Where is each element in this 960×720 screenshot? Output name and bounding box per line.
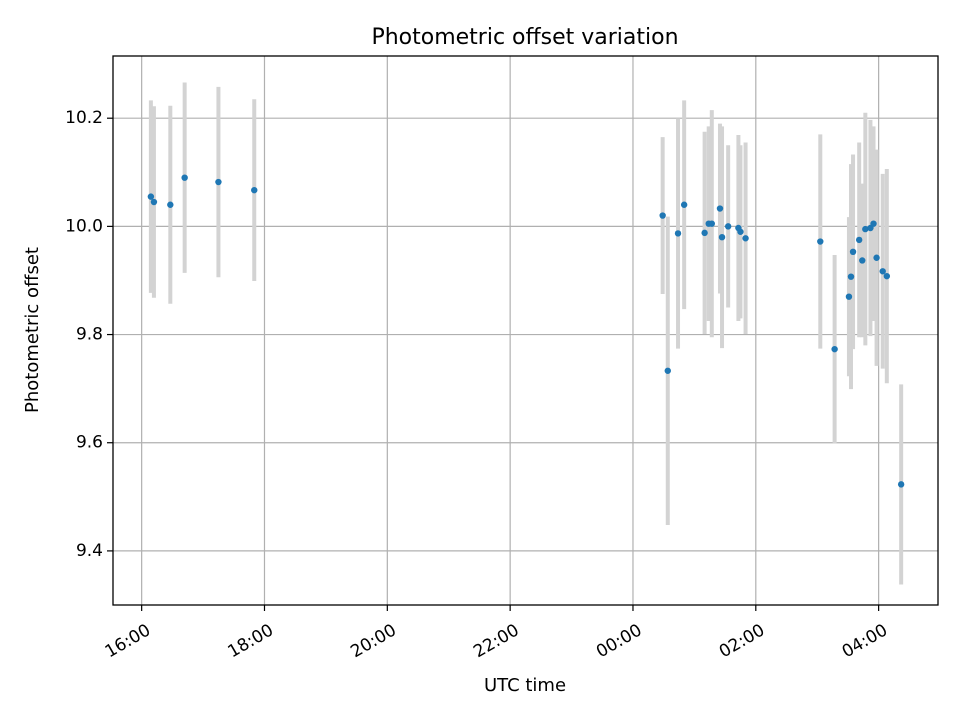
data-point bbox=[897, 481, 905, 488]
data-point bbox=[708, 220, 715, 227]
data-point bbox=[215, 178, 222, 186]
x-axis-label: UTC time bbox=[484, 675, 566, 696]
data-point bbox=[701, 229, 708, 237]
data-point bbox=[742, 235, 749, 242]
data-point bbox=[659, 212, 666, 219]
data-point bbox=[817, 238, 824, 245]
y-tick-label: 10.0 bbox=[65, 216, 103, 236]
data-point bbox=[674, 230, 682, 237]
data-point bbox=[855, 236, 863, 244]
data-point bbox=[847, 273, 855, 280]
data-point bbox=[181, 174, 188, 181]
data-point bbox=[831, 345, 838, 353]
data-point bbox=[859, 257, 866, 264]
data-point bbox=[870, 220, 877, 227]
data-point bbox=[680, 201, 688, 208]
plot-frame bbox=[112, 55, 939, 606]
data-point bbox=[862, 225, 869, 233]
data-point bbox=[716, 205, 724, 212]
data-point bbox=[718, 233, 726, 241]
data-points bbox=[147, 174, 905, 488]
grid bbox=[113, 56, 938, 605]
data-point bbox=[251, 186, 258, 194]
y-tick-label: 10.2 bbox=[65, 108, 103, 128]
data-point bbox=[664, 367, 671, 374]
data-point bbox=[147, 193, 155, 200]
y-tick-label: 9.6 bbox=[76, 433, 103, 453]
data-point bbox=[849, 248, 857, 256]
y-tick-label: 9.8 bbox=[76, 325, 103, 345]
y-axis-label: Photometric offset bbox=[22, 247, 43, 413]
data-point bbox=[150, 198, 158, 206]
data-point bbox=[724, 223, 732, 230]
y-tick-label: 9.4 bbox=[76, 541, 103, 561]
data-point bbox=[737, 228, 744, 235]
data-point bbox=[879, 268, 886, 275]
data-point bbox=[883, 272, 891, 280]
chart-title: Photometric offset variation bbox=[371, 25, 678, 50]
data-point bbox=[167, 201, 174, 208]
data-point bbox=[873, 254, 880, 261]
data-point bbox=[845, 293, 853, 300]
